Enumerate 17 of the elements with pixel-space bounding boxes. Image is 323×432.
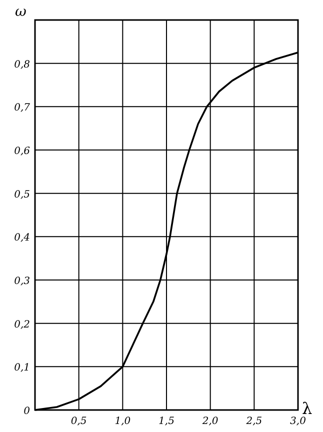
y-tick-label: 0,5 xyxy=(14,189,30,200)
y-tick-label: 0,1 xyxy=(14,362,30,374)
x-tick-label: 2,0 xyxy=(201,416,219,427)
x-tick-label: 2,5 xyxy=(245,416,262,427)
x-tick-label: 3,0 xyxy=(290,416,307,427)
y-tick-label: 0,4 xyxy=(14,232,30,244)
y-tick-label: 0,2 xyxy=(14,319,30,330)
x-tick-label: 0,5 xyxy=(70,416,87,427)
x-tick-label: 1,0 xyxy=(114,416,132,427)
y-tick-label: 0,6 xyxy=(14,146,31,157)
y-tick-label: 0,3 xyxy=(14,276,30,287)
y-tick-label: 0 xyxy=(24,406,31,417)
y-tick-label: 0,8 xyxy=(14,59,30,70)
y-axis-title: ω xyxy=(15,4,27,20)
y-tick-label: 0,7 xyxy=(14,102,31,114)
x-tick-label: 1,5 xyxy=(158,416,174,427)
x-axis-title: λ xyxy=(302,399,312,418)
